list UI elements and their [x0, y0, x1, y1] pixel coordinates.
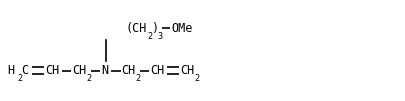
Text: ): ) [151, 22, 158, 35]
Text: CH: CH [45, 64, 59, 77]
Text: CH: CH [72, 64, 86, 77]
Text: 2: 2 [136, 74, 141, 83]
Text: CH: CH [181, 64, 195, 77]
Text: N: N [101, 64, 109, 77]
Text: 2: 2 [17, 74, 22, 83]
Text: OMe: OMe [171, 22, 193, 35]
Text: CH: CH [122, 64, 136, 77]
Text: 2: 2 [86, 74, 92, 83]
Text: 2: 2 [195, 74, 200, 83]
Text: (CH: (CH [126, 22, 147, 35]
Text: H: H [7, 64, 15, 77]
Text: 3: 3 [157, 32, 162, 41]
Text: 2: 2 [147, 32, 152, 41]
Text: CH: CH [151, 64, 165, 77]
Text: C: C [21, 64, 28, 77]
